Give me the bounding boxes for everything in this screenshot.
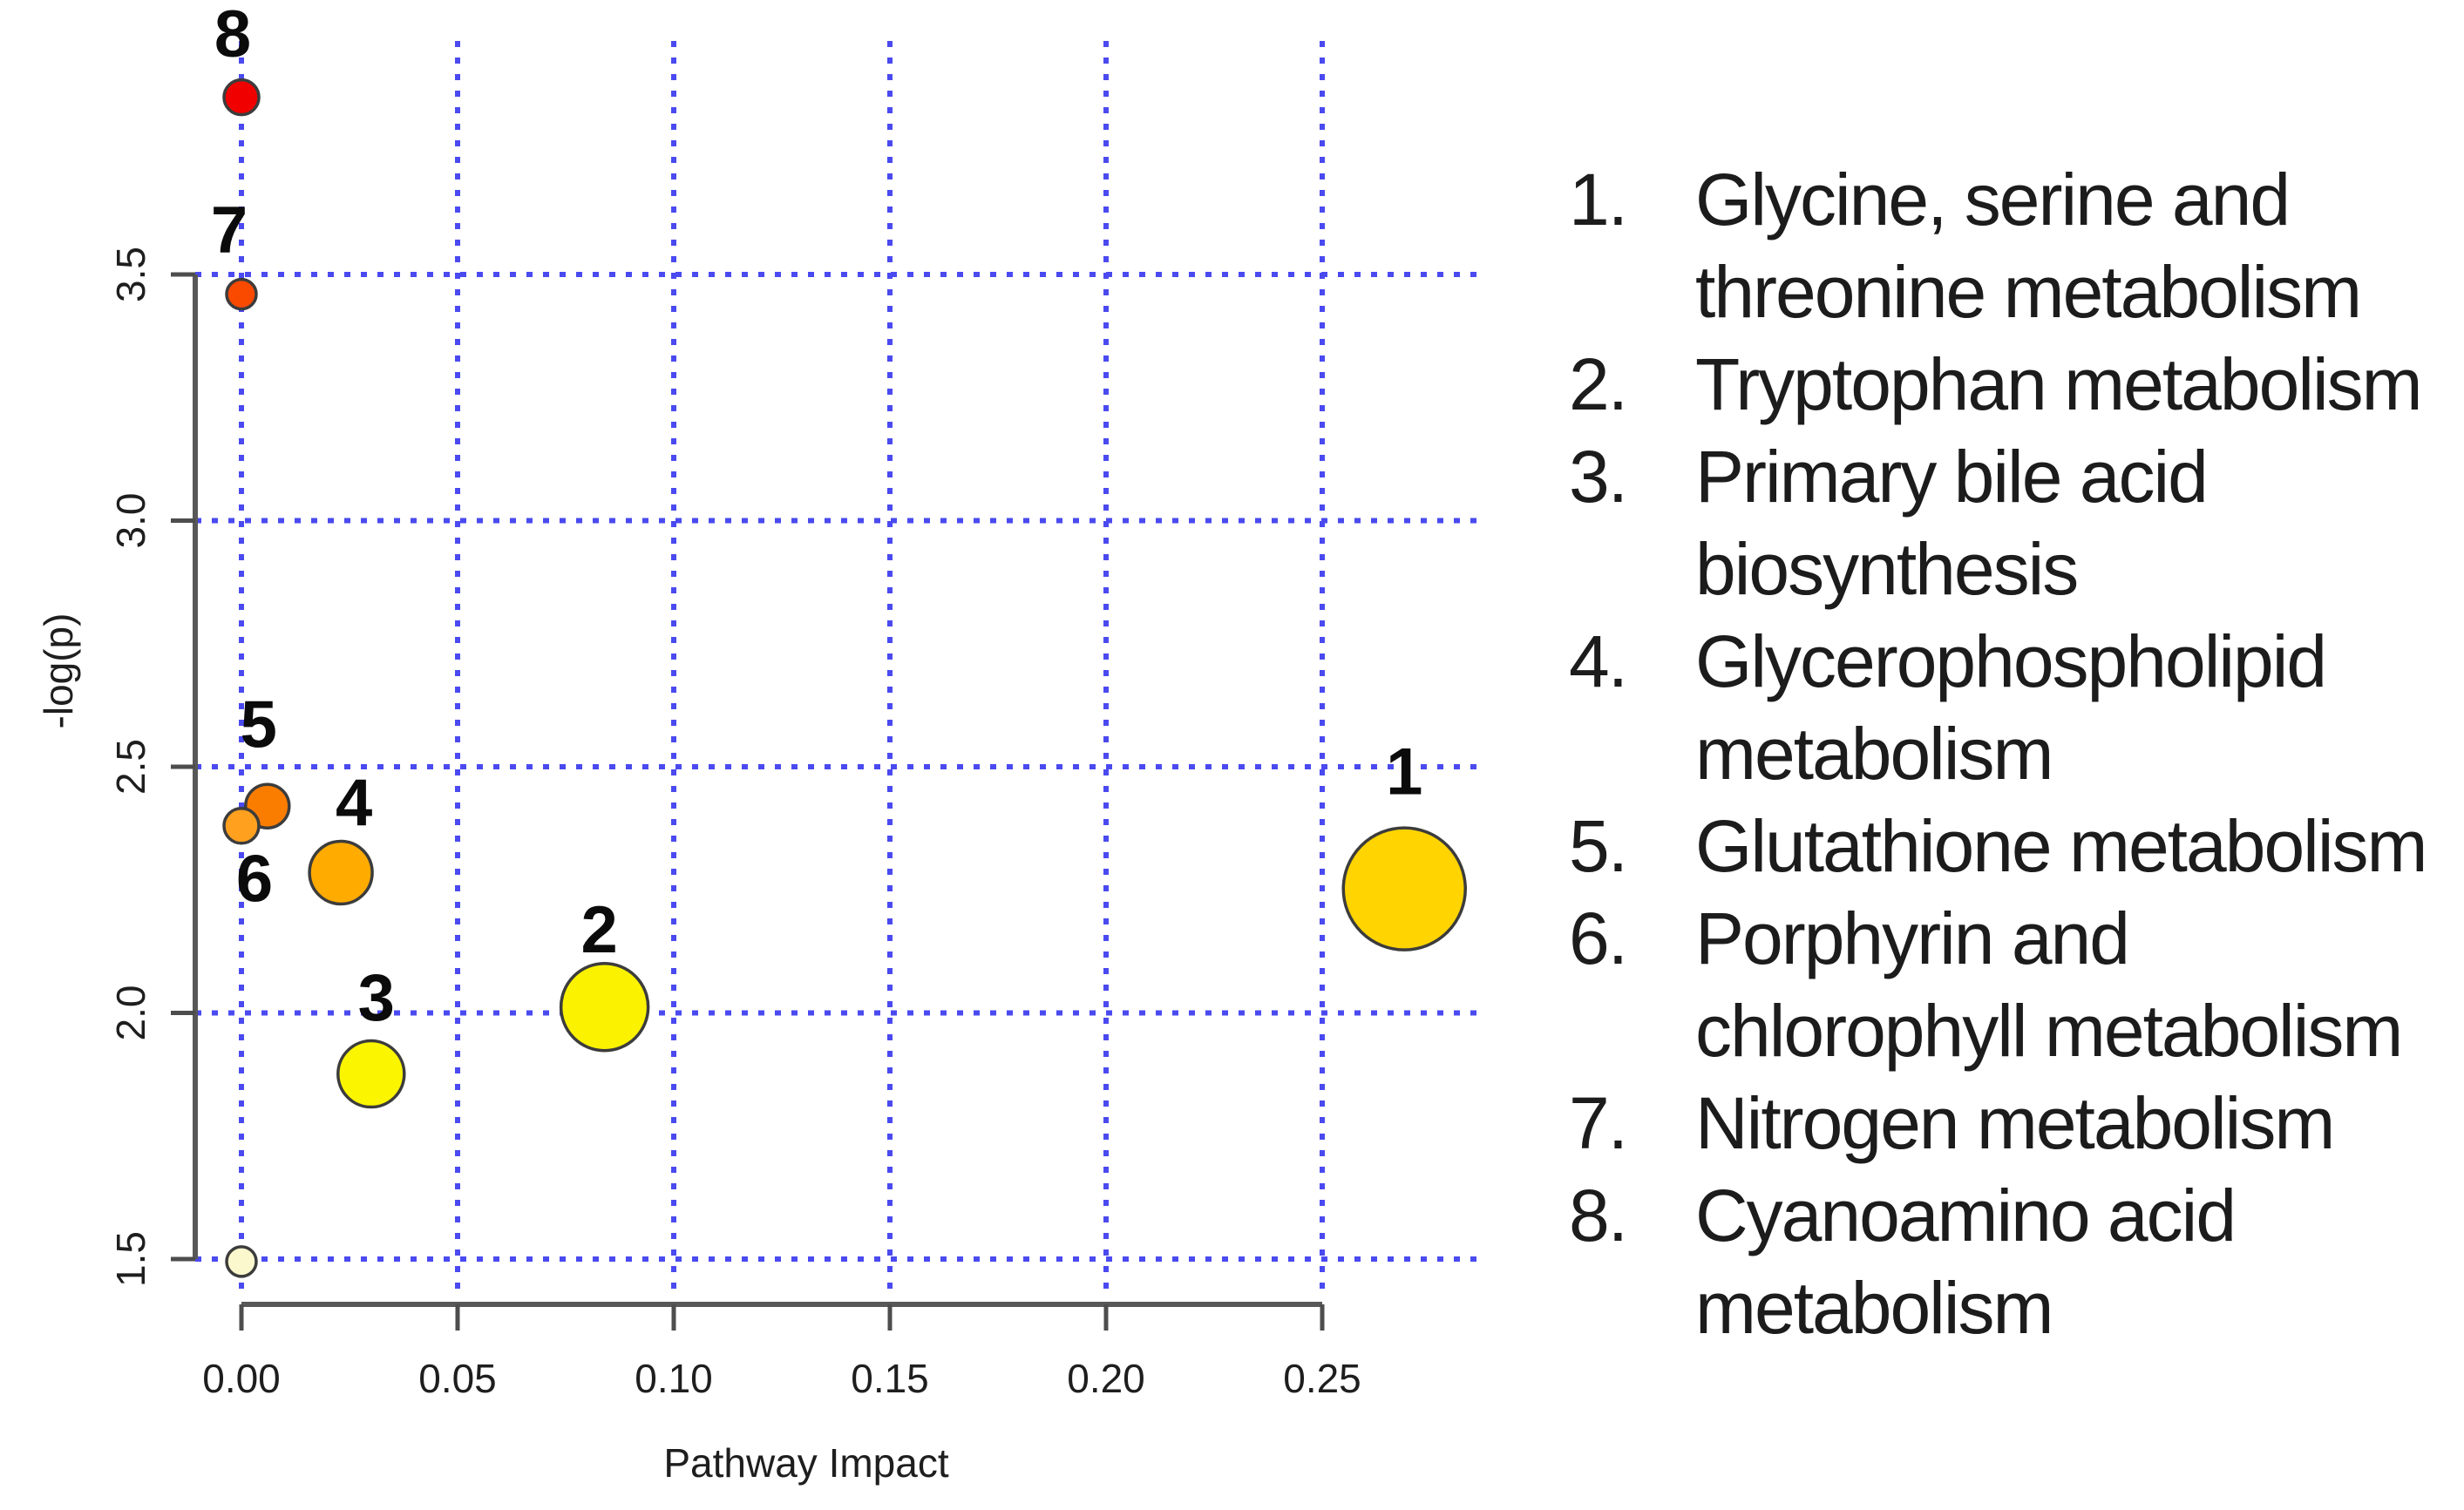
x-tick-label: 0.00 [202,1356,281,1401]
bubble-point-3 [336,1039,406,1109]
legend-item: 8. Cyanoamino acid metabolism [1569,1169,2426,1354]
y-tick-label: 3.5 [108,247,153,302]
bubble-label-6: 6 [236,842,273,916]
bubble-point-2 [559,961,650,1053]
bubble-point-7 [225,277,258,311]
legend-item: 3. Primary bile acid biosynthesis [1569,430,2426,615]
legend-item-number: 2. [1569,343,1628,425]
legend-item-text: Glycine, serine and threonine metabolism [1695,159,2362,333]
bubble-point-6 [222,807,261,845]
legend-item-number: 8. [1569,1175,1628,1256]
y-tick-label: 2.0 [108,985,153,1041]
legend-item: 5. Glutathione metabolism [1569,800,2427,892]
bubble-point-4 [308,839,374,906]
legend-item: 7. Nitrogen metabolism [1569,1077,2426,1169]
bubble-point-1 [1341,826,1467,951]
bubble-point-unlabeled [225,1245,258,1278]
legend-item-number: 3. [1569,436,1628,518]
legend-item-number: 5. [1569,805,1628,887]
legend-item-number: 4. [1569,620,1628,702]
legend-item-text: Glycerophospholipid metabolism [1695,620,2327,795]
x-tick-label: 0.10 [635,1356,713,1401]
legend-item-number: 7. [1569,1082,1628,1164]
bubble-point-8 [222,78,261,117]
y-axis-title: -log(p) [36,613,81,729]
pathway-impact-plot: 1.5 2.0 2.5 3.0 3.5 0.00 0.05 0.10 0.15 0.20 0.25 P… [36,0,1477,1486]
bubble-label-1: 1 [1386,735,1422,809]
legend-item-number: 6. [1569,897,1628,979]
bubble-label-5: 5 [241,688,277,762]
legend-item-number: 1. [1569,159,1628,240]
x-tick-label: 0.15 [851,1356,929,1401]
legend-item: 1. Glycine, serine and threonine metabol… [1569,153,2426,338]
bubble-label-2: 2 [580,893,617,967]
bubble-label-3: 3 [358,961,395,1035]
bubble-label-8: 8 [214,0,251,71]
legend-item: 2. Tryptophan metabolism [1569,338,2426,430]
y-tick-label: 3.0 [108,493,153,549]
x-axis-title: Pathway Impact [663,1440,948,1486]
bubble-label-7: 7 [211,193,248,267]
legend-item-text: Cyanoamino acid metabolism [1695,1175,2237,1349]
legend-item-text: Nitrogen metabolism [1695,1082,2335,1164]
legend-item: 4. Glycerophospholipid metabolism [1569,615,2426,800]
legend-item-text: Glutathione metabolism [1695,805,2427,887]
legend-item-text: Primary bile acid biosynthesis [1695,436,2209,610]
legend-item: 6. Porphyrin and chlorophyll metabolism [1569,892,2426,1077]
y-tick-label: 1.5 [108,1231,153,1287]
pathway-legend: 1. Glycine, serine and threonine metabol… [1569,153,2427,1354]
legend-item-text: Porphyrin and chlorophyll metabolism [1695,897,2403,1072]
legend-item-text: Tryptophan metabolism [1695,343,2423,425]
x-tick-label: 0.25 [1283,1356,1361,1401]
x-tick-label: 0.20 [1067,1356,1145,1401]
bubble-label-4: 4 [336,766,372,840]
x-tick-label: 0.05 [418,1356,497,1401]
y-tick-label: 2.5 [108,739,153,795]
